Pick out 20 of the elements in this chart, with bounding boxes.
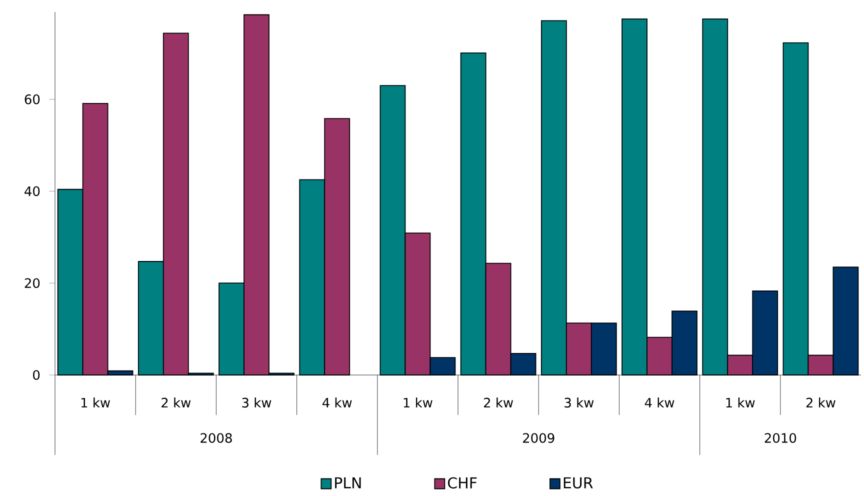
x-tick-label: 3 kw [242, 398, 272, 408]
x-tick-label: 1 kw [726, 398, 755, 408]
y-tick-label: 20 [24, 278, 40, 288]
x-tick-label: 3 kw [564, 398, 594, 408]
y-tick-label: 40 [24, 186, 40, 196]
y-tick-label: 60 [24, 94, 40, 104]
text: 2010 [764, 433, 796, 443]
x-tick-label: 2 kw [162, 398, 191, 408]
x-tick-label: 2 kw [484, 398, 514, 408]
x-tick-label: 1 kw [81, 398, 110, 408]
x-tick-label: 2 kw [806, 398, 836, 408]
x-tick-label: 4 kw [644, 398, 674, 408]
legend-label: PLN [335, 477, 361, 488]
legend-label: EUR [564, 477, 593, 488]
y-tick-label: 0 [33, 370, 40, 380]
legend-label: CHF [448, 477, 477, 489]
text: 2009 [523, 433, 554, 443]
x-tick-label: 4 kw [322, 398, 352, 408]
text: 2008 [200, 433, 232, 443]
x-tick-label: 1 kw [404, 398, 432, 408]
